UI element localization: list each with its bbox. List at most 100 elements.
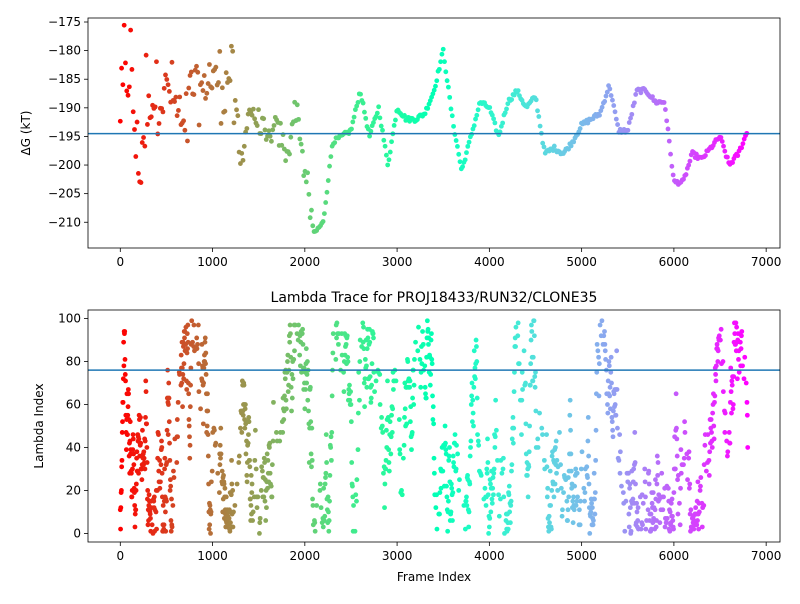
lambda-point (474, 395, 480, 401)
lambda-point (227, 528, 233, 534)
lambda-point (491, 470, 497, 476)
lambda-point (405, 359, 411, 364)
lambda-point (467, 481, 473, 487)
lambda-point (417, 357, 423, 362)
lambda-point (303, 387, 308, 392)
dg-point (442, 59, 447, 65)
lambda-point (529, 329, 535, 334)
lambda-point (418, 384, 424, 390)
lambda-point (379, 415, 384, 420)
lambda-point (577, 522, 583, 528)
lambda-point (706, 457, 712, 463)
lambda-point (303, 346, 309, 352)
y-tick-label: −185 (48, 72, 81, 86)
x-tick-label: 5000 (566, 255, 597, 269)
lambda-point (547, 468, 553, 474)
lambda-point (513, 324, 519, 330)
lambda-point (496, 492, 501, 498)
lambda-point (528, 337, 534, 343)
dg-point (218, 121, 224, 126)
lambda-point (304, 372, 310, 377)
dg-point (266, 128, 272, 134)
dg-point (132, 127, 137, 132)
lambda-point (229, 481, 235, 487)
lambda-point (713, 363, 719, 369)
lambda-point (184, 350, 190, 356)
lambda-point (437, 490, 443, 495)
dg-point (145, 122, 150, 127)
lambda-point (285, 359, 290, 364)
lambda-point (646, 481, 652, 487)
lambda-point (736, 369, 742, 375)
dg-point (323, 200, 329, 205)
dg-point (143, 52, 149, 58)
lambda-point (388, 451, 394, 457)
lambda-point (520, 387, 525, 392)
lambda-point (577, 507, 582, 513)
dg-point (294, 102, 300, 108)
lambda-point (532, 384, 538, 390)
lambda-point (300, 341, 306, 347)
lambda-point (400, 455, 406, 461)
lambda-point (701, 503, 707, 508)
lambda-point (585, 475, 590, 480)
lambda-point (544, 432, 549, 437)
lambda-point (466, 524, 472, 530)
lambda-point (161, 522, 167, 528)
dg-point (252, 116, 258, 122)
lambda-point (607, 384, 613, 390)
lambda-point (616, 457, 622, 463)
dg-point (739, 145, 745, 151)
lambda-point (656, 492, 662, 498)
lambda-point (383, 466, 389, 472)
lambda-point (610, 434, 616, 440)
x-tick-label: 1000 (197, 255, 228, 269)
lambda-point (642, 466, 648, 472)
lambda-point (323, 475, 328, 480)
lambda-point (166, 380, 172, 386)
lambda-point (200, 421, 206, 427)
lambda-point (361, 346, 367, 352)
lambda-point (361, 324, 366, 330)
dg-point (393, 117, 398, 123)
dg-point (240, 157, 246, 163)
lambda-point (687, 481, 693, 487)
lambda-point (143, 415, 148, 420)
lambda-point (120, 399, 126, 405)
lambda-axes-frame (87, 309, 781, 543)
lambda-point (133, 488, 139, 493)
lambda-point (132, 511, 138, 517)
lambda-point (320, 524, 326, 530)
lambda-point (312, 520, 318, 526)
dg-point (447, 94, 453, 100)
lambda-point (393, 378, 399, 384)
lambda-point (125, 404, 131, 410)
lambda-point (190, 339, 195, 345)
lambda-point (530, 354, 536, 360)
lambda-point (129, 494, 135, 500)
lambda-point (635, 518, 641, 523)
lambda-point (218, 425, 224, 431)
dg-point (387, 149, 393, 155)
dg-point (165, 82, 171, 88)
dg-point (244, 126, 250, 131)
lambda-point (610, 427, 616, 433)
dg-point (256, 107, 261, 113)
dg-point (146, 93, 152, 99)
lambda-point (133, 507, 139, 513)
lambda-point (431, 470, 437, 476)
lambda-point (470, 397, 476, 403)
lambda-point (696, 526, 702, 532)
lambda-point (578, 498, 583, 504)
lambda-point (617, 432, 623, 437)
dg-point (603, 93, 609, 99)
dg-point (203, 95, 208, 101)
lambda-point (594, 369, 600, 375)
lambda-point (591, 470, 597, 476)
lambda-point (740, 363, 745, 369)
lambda-point (333, 357, 339, 362)
lambda-point (726, 430, 732, 435)
dg-point (349, 126, 354, 132)
dg-point (141, 135, 146, 140)
lambda-point (567, 397, 573, 403)
